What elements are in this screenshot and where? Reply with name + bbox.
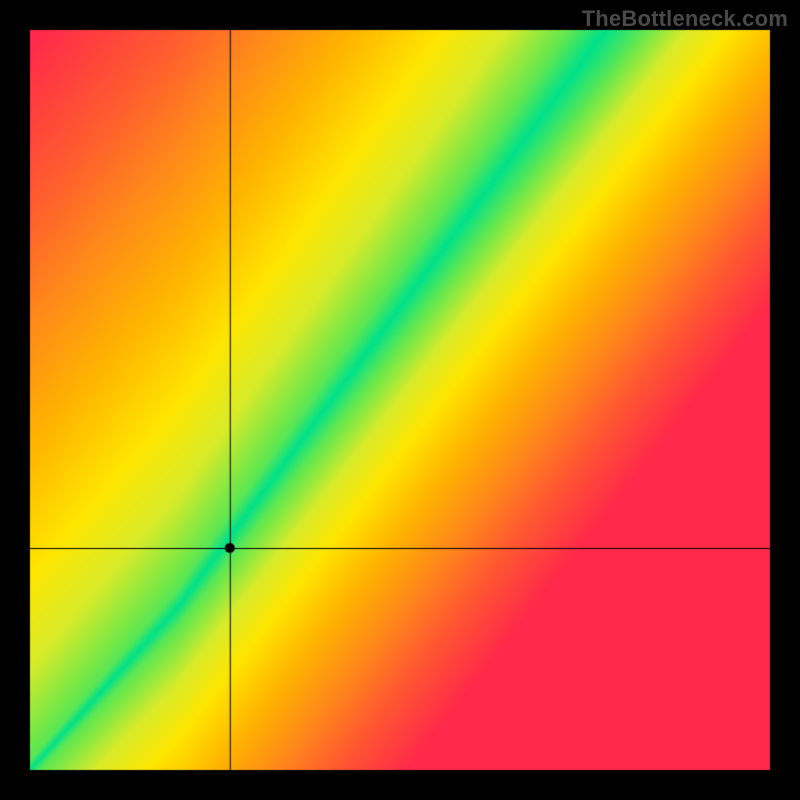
bottleneck-heatmap-canvas [0, 0, 800, 800]
chart-frame: TheBottleneck.com [0, 0, 800, 800]
watermark-text: TheBottleneck.com [582, 6, 788, 32]
